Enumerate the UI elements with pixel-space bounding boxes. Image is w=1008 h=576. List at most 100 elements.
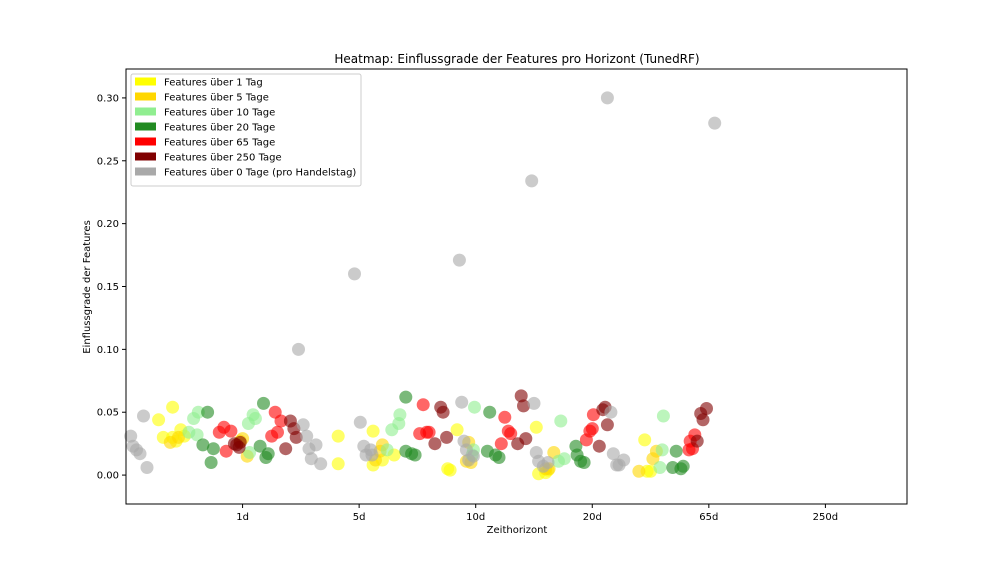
data-point-s5-10 bbox=[436, 405, 450, 419]
data-point-s5-19 bbox=[600, 418, 614, 432]
data-point-s2-17 bbox=[557, 452, 571, 466]
data-point-s3-19 bbox=[577, 456, 591, 469]
data-point-s6-24 bbox=[466, 449, 480, 463]
data-point-s5-11 bbox=[440, 430, 454, 444]
data-point-s3-0 bbox=[196, 438, 210, 452]
y-tick-label: 0.00 bbox=[97, 471, 119, 482]
data-point-s5-7 bbox=[289, 430, 303, 444]
data-point-s6-18 bbox=[365, 448, 379, 462]
data-point-s6-33 bbox=[606, 447, 620, 461]
data-point-s2-11 bbox=[393, 408, 407, 422]
data-point-s6-14 bbox=[353, 415, 367, 429]
data-point-s2-16 bbox=[554, 414, 568, 428]
data-point-s3-21 bbox=[669, 444, 683, 458]
data-point-s5-15 bbox=[519, 432, 533, 446]
data-point-s6-12 bbox=[314, 457, 328, 471]
y-tick-label: 0.10 bbox=[97, 345, 119, 356]
data-point-s6-25 bbox=[525, 174, 539, 188]
x-tick-label: 65d bbox=[699, 512, 718, 523]
data-point-s5-4 bbox=[279, 442, 293, 456]
legend-label: Features über 5 Tage bbox=[164, 93, 269, 104]
x-tick-label: 10d bbox=[466, 512, 485, 523]
data-point-s3-11 bbox=[408, 448, 422, 462]
data-point-s6-11 bbox=[309, 438, 323, 452]
data-point-s4-6 bbox=[271, 425, 284, 439]
data-point-s6-7 bbox=[296, 418, 310, 432]
points-layer bbox=[124, 91, 722, 481]
y-tick-label: 0.05 bbox=[97, 408, 119, 419]
data-point-s6-19 bbox=[452, 253, 466, 267]
data-point-s3-23 bbox=[676, 459, 690, 473]
data-point-s5-16 bbox=[592, 439, 606, 453]
x-axis: 1d 5d 10d 20d 65d 250d bbox=[236, 504, 838, 523]
data-point-s4-7 bbox=[274, 414, 288, 428]
data-point-s6-8 bbox=[300, 429, 314, 443]
legend-swatch bbox=[135, 122, 156, 131]
legend-label: Features über 0 Tage (pro Handelstag) bbox=[164, 168, 356, 179]
legend-label: Features über 10 Tage bbox=[164, 108, 275, 119]
data-point-s5-22 bbox=[696, 413, 710, 427]
data-point-s5-8 bbox=[428, 437, 442, 451]
y-tick-label: 0.20 bbox=[97, 219, 119, 230]
data-point-s1-1 bbox=[172, 430, 185, 444]
data-point-s1-16 bbox=[632, 464, 646, 478]
x-axis-label: Zeithorizont bbox=[487, 525, 548, 536]
y-axis: 0.00 0.05 0.10 0.15 0.20 0.25 0.30 bbox=[97, 93, 126, 482]
data-point-s3-7 bbox=[261, 447, 275, 461]
data-point-s2-18 bbox=[653, 461, 667, 474]
data-point-s6-32 bbox=[604, 405, 618, 419]
data-point-s6-20 bbox=[455, 395, 469, 409]
data-point-s0-8 bbox=[331, 457, 345, 471]
data-point-s0-16 bbox=[529, 420, 543, 434]
data-point-s3-13 bbox=[483, 405, 497, 419]
data-point-s2-8 bbox=[380, 443, 394, 457]
data-point-s3-2 bbox=[204, 456, 218, 469]
y-tick-label: 0.30 bbox=[97, 93, 119, 104]
legend-swatch bbox=[135, 137, 156, 146]
data-point-s4-14 bbox=[498, 410, 512, 424]
data-point-s6-5 bbox=[137, 409, 150, 423]
y-tick-label: 0.15 bbox=[97, 282, 119, 293]
legend: Features über 1 Tag Features über 5 Tage F… bbox=[130, 73, 362, 187]
legend-label: Features über 20 Tage bbox=[164, 123, 275, 134]
data-point-s6-36 bbox=[617, 453, 631, 467]
data-point-s3-3 bbox=[206, 442, 220, 456]
data-point-s4-12 bbox=[494, 437, 508, 451]
data-point-s6-30 bbox=[541, 456, 555, 469]
data-point-s6-37 bbox=[708, 116, 722, 130]
legend-swatch bbox=[135, 107, 156, 116]
data-point-s6-3 bbox=[133, 447, 147, 461]
y-tick-label: 0.25 bbox=[97, 156, 119, 167]
data-point-s6-0 bbox=[124, 429, 138, 443]
data-point-s0-20 bbox=[638, 433, 652, 447]
data-point-s5-20 bbox=[690, 434, 704, 448]
data-point-s6-13 bbox=[348, 267, 361, 281]
data-point-s2-20 bbox=[656, 409, 670, 423]
data-point-s0-0 bbox=[152, 413, 166, 427]
x-tick-label: 5d bbox=[353, 512, 366, 523]
legend-swatch bbox=[135, 152, 156, 161]
data-point-s3-17 bbox=[569, 439, 583, 453]
data-point-s2-14 bbox=[468, 400, 481, 414]
data-point-s4-3 bbox=[224, 424, 238, 438]
data-point-s4-19 bbox=[585, 422, 599, 436]
y-axis-label: Einflussgrade der Features bbox=[82, 220, 93, 354]
data-point-s0-9 bbox=[366, 424, 380, 438]
data-point-s0-14 bbox=[443, 463, 457, 477]
data-point-s2-2 bbox=[191, 405, 205, 419]
data-point-s6-6 bbox=[292, 342, 305, 356]
data-point-s2-19 bbox=[655, 443, 669, 457]
legend-label: Features über 1 Tag bbox=[164, 78, 263, 89]
data-point-s5-13 bbox=[514, 389, 528, 403]
data-point-s0-2 bbox=[166, 400, 180, 414]
x-tick-label: 20d bbox=[583, 512, 602, 523]
data-point-s3-8 bbox=[399, 390, 413, 404]
data-point-s4-11 bbox=[422, 425, 436, 439]
x-tick-label: 250d bbox=[813, 512, 838, 523]
data-point-s2-4 bbox=[243, 446, 257, 459]
data-point-s0-15 bbox=[450, 423, 464, 437]
data-point-s4-15 bbox=[504, 427, 518, 441]
legend-label: Features über 250 Tage bbox=[164, 153, 282, 164]
